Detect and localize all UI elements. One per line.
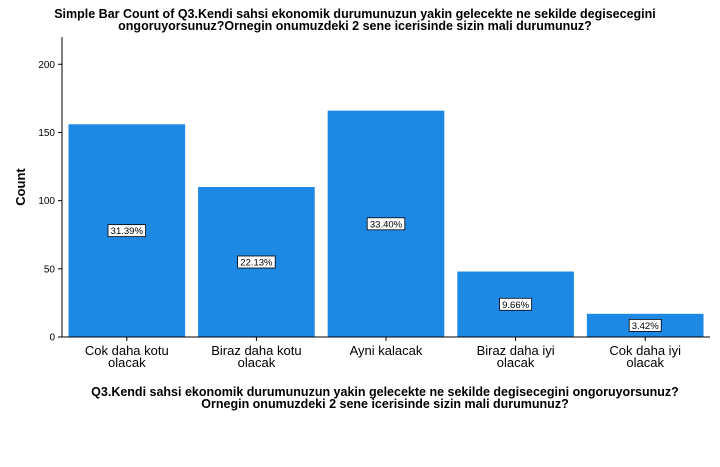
x-tick-label: Cok daha kotu: [85, 343, 169, 358]
y-tick-label: 200: [38, 60, 55, 71]
y-tick-label: 100: [38, 196, 55, 207]
y-tick-label: 150: [38, 128, 55, 139]
data-label: 22.13%: [240, 258, 273, 269]
data-label-box: [107, 224, 146, 238]
data-label: 3.42%: [632, 321, 659, 332]
data-label-box: [366, 217, 406, 231]
y-tick-label: 50: [44, 264, 56, 275]
data-label-box: [499, 297, 533, 311]
x-axis-title-line: Ornegin onumuzdeki 2 sene icerisinde siz…: [201, 397, 568, 411]
x-tick-label: Cok daha iyi: [609, 343, 681, 358]
chart-title-line: ongoruyorsunuz?Ornegin onumuzdeki 2 sene…: [118, 19, 592, 33]
x-tick-label: Biraz daha iyi: [477, 343, 555, 358]
x-tick-label: Ayni kalacak: [350, 343, 423, 358]
x-tick-label: olacak: [626, 355, 664, 370]
y-axis-title: Count: [13, 168, 28, 206]
bars: 31.39% 22.13% 33.40% 9.66% 3.42%: [68, 110, 704, 338]
x-tick-label: olacak: [238, 355, 276, 370]
data-label: 33.40%: [370, 219, 403, 230]
y-tick-label: 0: [49, 333, 55, 344]
data-label-box: [628, 319, 662, 332]
data-label: 9.66%: [502, 300, 529, 311]
chart-title: Simple Bar Count of Q3.Kendi sahsi ekono…: [54, 7, 656, 33]
data-label-box: [237, 255, 276, 269]
data-label: 31.39%: [111, 226, 144, 237]
x-axis-title-line: Q3.Kendi sahsi ekonomik durumunuzun yaki…: [91, 385, 679, 399]
x-tick-label: olacak: [497, 355, 535, 370]
x-tick-label: Biraz daha kotu: [211, 343, 301, 358]
x-axis-title: Q3.Kendi sahsi ekonomik durumunuzun yaki…: [91, 385, 679, 411]
y-axis: 0 50 100 150 200 Count: [13, 37, 63, 344]
chart-title-line: Simple Bar Count of Q3.Kendi sahsi ekono…: [54, 7, 656, 21]
x-tick-label: olacak: [108, 355, 146, 370]
